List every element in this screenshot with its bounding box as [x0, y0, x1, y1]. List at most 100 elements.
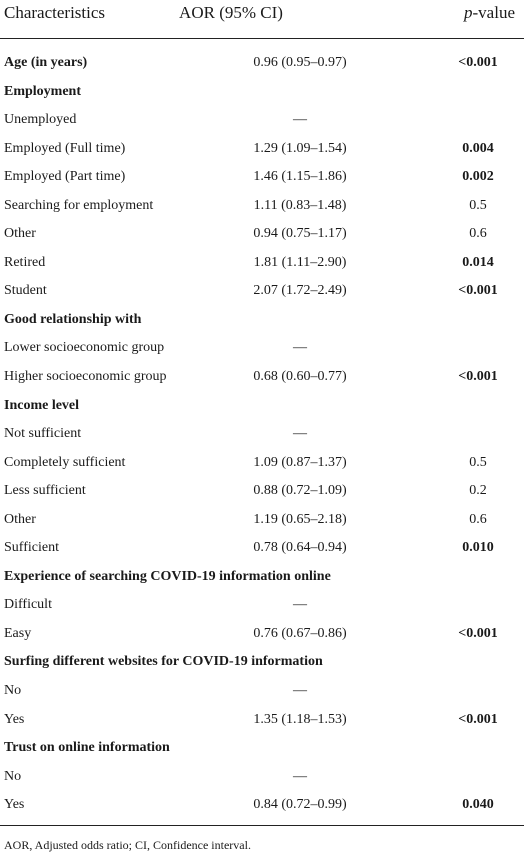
- table-row: Yes 0.84 (0.72–0.99) 0.040: [0, 792, 524, 821]
- row-label: Not sufficient: [4, 426, 82, 442]
- row-pvalue: 0.040: [462, 797, 494, 813]
- row-label: No: [4, 683, 22, 699]
- table-row: Not sufficient —: [0, 421, 524, 450]
- row-label: Employed (Full time): [4, 140, 126, 156]
- row-aor: 1.09 (0.87–1.37): [253, 454, 347, 470]
- header-rule: [0, 38, 524, 39]
- table-row: Other 0.94 (0.75–1.17) 0.6: [0, 221, 524, 250]
- row-aor: 0.96 (0.95–0.97): [253, 55, 347, 70]
- row-aor: 1.19 (0.65–2.18): [253, 511, 347, 527]
- header-pvalue-p: p: [464, 3, 473, 22]
- section-row: Employment: [0, 79, 524, 108]
- table-row: Unemployed —: [0, 107, 524, 136]
- row-pvalue: 0.004: [462, 140, 494, 156]
- table-row: Lower socioeconomic group —: [0, 335, 524, 364]
- table-row: Student 2.07 (1.72–2.49) <0.001: [0, 278, 524, 307]
- section-row: Surfing different websites for COVID-19 …: [0, 649, 524, 678]
- row-pvalue: <0.001: [458, 625, 498, 641]
- row-aor: 1.81 (1.11–2.90): [253, 254, 347, 270]
- bottom-rule: [0, 825, 524, 826]
- row-aor: —: [293, 683, 307, 699]
- table-row: Sufficient 0.78 (0.64–0.94) 0.010: [0, 535, 524, 564]
- row-pvalue: 0.2: [469, 483, 487, 499]
- row-pvalue: <0.001: [458, 283, 498, 299]
- table-row: Difficult —: [0, 592, 524, 621]
- row-label: Easy: [4, 625, 32, 641]
- row-aor: 2.07 (1.72–2.49): [253, 283, 347, 299]
- row-aor: —: [293, 768, 307, 784]
- table-row: Yes 1.35 (1.18–1.53) <0.001: [0, 707, 524, 736]
- row-label: Sufficient: [4, 540, 59, 556]
- row-aor: 0.88 (0.72–1.09): [253, 483, 347, 499]
- row-pvalue: 0.6: [469, 511, 487, 527]
- row-label: No: [4, 768, 22, 784]
- table-row: No —: [0, 764, 524, 793]
- table-body: Age (in years) 0.96 (0.95–0.97) <0.001 Empl…: [0, 50, 524, 821]
- row-label: Income level: [4, 397, 80, 413]
- row-label: Difficult: [4, 597, 52, 613]
- table-header: Characteristics AOR (95% CI) p-value: [0, 0, 524, 38]
- row-aor: 0.68 (0.60–0.77): [253, 369, 347, 385]
- header-aor: AOR (95% CI): [179, 3, 283, 22]
- row-label: Surfing different websites for COVID-19 …: [4, 654, 323, 670]
- table-footnote: AOR, Adjusted odds ratio; CI, Confidence…: [4, 838, 251, 852]
- row-pvalue: <0.001: [458, 711, 498, 727]
- row-label: Unemployed: [4, 112, 77, 128]
- row-pvalue: <0.001: [458, 369, 498, 385]
- row-aor: 0.76 (0.67–0.86): [253, 625, 347, 641]
- row-aor: —: [293, 112, 307, 128]
- row-label: Trust on online information: [4, 740, 170, 756]
- table-row: Employed (Part time) 1.46 (1.15–1.86) 0.00…: [0, 164, 524, 193]
- row-pvalue: 0.5: [469, 197, 487, 213]
- row-aor: 0.94 (0.75–1.17): [253, 226, 347, 242]
- row-aor: 1.11 (0.83–1.48): [253, 197, 347, 213]
- section-row: Experience of searching COVID-19 informa…: [0, 564, 524, 593]
- section-row: Good relationship with: [0, 307, 524, 336]
- row-label: Retired: [4, 254, 46, 270]
- table-row: Searching for employment 1.11 (0.83–1.48)…: [0, 193, 524, 222]
- header-characteristics: Characteristics: [4, 3, 106, 22]
- row-pvalue: 0.6: [469, 226, 487, 242]
- row-aor: 1.46 (1.15–1.86): [253, 169, 347, 185]
- results-table: Characteristics AOR (95% CI) p-value Age…: [0, 0, 524, 821]
- section-row: Income level: [0, 393, 524, 422]
- row-aor: 1.29 (1.09–1.54): [253, 140, 347, 156]
- row-label: Age (in years): [4, 55, 88, 70]
- header-pvalue: p-value: [464, 3, 515, 23]
- row-label: Yes: [4, 711, 25, 727]
- row-label: Employed (Part time): [4, 169, 126, 185]
- table-row: Other 1.19 (0.65–2.18) 0.6: [0, 507, 524, 536]
- section-row: Trust on online information: [0, 735, 524, 764]
- row-aor: 0.84 (0.72–0.99): [253, 797, 347, 813]
- row-pvalue: <0.001: [458, 55, 498, 70]
- row-aor: —: [293, 426, 307, 442]
- row-aor: —: [293, 340, 307, 356]
- row-label: Experience of searching COVID-19 informa…: [4, 568, 331, 584]
- table-row: Less sufficient 0.88 (0.72–1.09) 0.2: [0, 478, 524, 507]
- table-row: Easy 0.76 (0.67–0.86) <0.001: [0, 621, 524, 650]
- row-aor: 1.35 (1.18–1.53): [253, 711, 347, 727]
- row-pvalue: 0.010: [462, 540, 494, 556]
- row-label: Searching for employment: [4, 197, 154, 213]
- table-row: Retired 1.81 (1.11–2.90) 0.014: [0, 250, 524, 279]
- row-label: Other: [4, 226, 36, 242]
- row-pvalue: 0.002: [462, 169, 494, 185]
- row-label: Student: [4, 283, 47, 299]
- row-label: Higher socioeconomic group: [4, 369, 167, 385]
- table-row: Employed (Full time) 1.29 (1.09–1.54) 0.00…: [0, 136, 524, 165]
- row-label: Employment: [4, 83, 81, 99]
- row-label: Less sufficient: [4, 483, 86, 499]
- row-label: Yes: [4, 797, 25, 813]
- row-label: Other: [4, 511, 36, 527]
- row-pvalue: 0.5: [469, 454, 487, 470]
- header-pvalue-suffix: -value: [472, 3, 515, 22]
- row-aor: —: [293, 597, 307, 613]
- table-row: Completely sufficient 1.09 (0.87–1.37) 0.5: [0, 450, 524, 479]
- table-row: No —: [0, 678, 524, 707]
- row-pvalue: 0.014: [462, 254, 494, 270]
- row-label: Completely sufficient: [4, 454, 126, 470]
- row-aor: 0.78 (0.64–0.94): [253, 540, 347, 556]
- table-row: Higher socioeconomic group 0.68 (0.60–0.7…: [0, 364, 524, 393]
- row-label: Good relationship with: [4, 311, 142, 327]
- row-label: Lower socioeconomic group: [4, 340, 165, 356]
